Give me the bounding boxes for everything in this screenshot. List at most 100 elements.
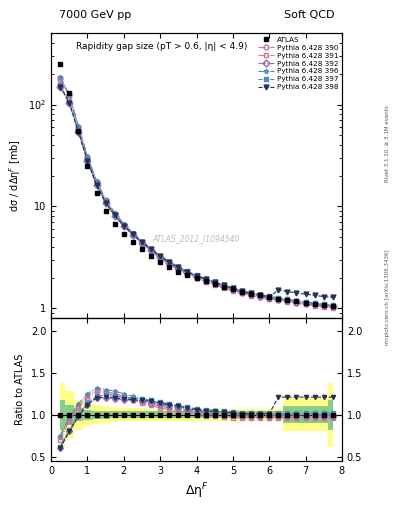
Pythia 6.428 397 [249,290,253,296]
Pythia 6.428 391 [258,294,263,301]
Pythia 6.428 391 [112,211,117,218]
Pythia 6.428 396 [67,91,72,97]
Pythia 6.428 391 [276,297,281,304]
Y-axis label: Ratio to ATLAS: Ratio to ATLAS [15,354,25,425]
Pythia 6.428 390 [249,292,253,298]
Pythia 6.428 397 [103,199,108,205]
Text: 7000 GeV pp: 7000 GeV pp [59,10,131,20]
Pythia 6.428 396 [103,197,108,203]
Pythia 6.428 392 [231,286,235,292]
Pythia 6.428 390 [285,298,290,305]
Pythia 6.428 397 [276,294,281,301]
Pythia 6.428 392 [67,100,72,106]
Pythia 6.428 396 [76,122,81,129]
Pythia 6.428 390 [303,301,308,307]
ATLAS [231,286,235,292]
Line: Pythia 6.428 391: Pythia 6.428 391 [58,77,335,310]
Pythia 6.428 392 [276,296,281,302]
ATLAS [103,208,108,214]
Pythia 6.428 390 [331,304,335,310]
Pythia 6.428 396 [185,269,190,275]
Pythia 6.428 392 [212,280,217,286]
Pythia 6.428 390 [276,297,281,303]
X-axis label: Δη$^F$: Δη$^F$ [185,481,208,501]
ATLAS [130,239,135,245]
Pythia 6.428 396 [221,283,226,289]
ATLAS [285,297,290,303]
Pythia 6.428 392 [149,247,153,253]
Pythia 6.428 398 [103,200,108,206]
Pythia 6.428 398 [167,259,172,265]
Pythia 6.428 390 [294,300,299,306]
Pythia 6.428 392 [303,300,308,306]
Pythia 6.428 398 [285,288,290,294]
ATLAS [203,278,208,284]
Pythia 6.428 390 [231,287,235,293]
Pythia 6.428 396 [94,178,99,184]
Pythia 6.428 391 [167,261,172,267]
Pythia 6.428 396 [249,291,253,297]
ATLAS [221,284,226,290]
ATLAS [94,190,99,196]
ATLAS [267,294,272,300]
Pythia 6.428 392 [94,182,99,188]
ATLAS [331,303,335,309]
Pythia 6.428 396 [85,153,90,159]
Text: Rivet 3.1.10, ≥ 3.1M events: Rivet 3.1.10, ≥ 3.1M events [385,105,390,182]
Pythia 6.428 391 [249,292,253,298]
Pythia 6.428 396 [321,302,326,308]
Pythia 6.428 397 [67,99,72,105]
Pythia 6.428 398 [158,253,163,259]
Pythia 6.428 390 [85,154,90,160]
Pythia 6.428 397 [240,288,244,294]
ATLAS [312,301,317,307]
ATLAS [258,292,263,298]
Pythia 6.428 391 [149,248,153,254]
Pythia 6.428 391 [185,271,190,278]
Pythia 6.428 392 [331,303,335,309]
Line: Pythia 6.428 396: Pythia 6.428 396 [58,74,335,308]
Pythia 6.428 391 [321,304,326,310]
Pythia 6.428 390 [103,197,108,203]
Pythia 6.428 391 [85,155,90,161]
Pythia 6.428 392 [85,158,90,164]
Legend: ATLAS, Pythia 6.428 390, Pythia 6.428 391, Pythia 6.428 392, Pythia 6.428 396, P: ATLAS, Pythia 6.428 390, Pythia 6.428 39… [257,35,340,92]
Pythia 6.428 396 [176,265,181,271]
Pythia 6.428 398 [140,239,144,245]
Pythia 6.428 396 [240,289,244,295]
Pythia 6.428 398 [303,291,308,297]
Pythia 6.428 392 [267,294,272,301]
Pythia 6.428 391 [130,232,135,238]
Pythia 6.428 392 [112,213,117,219]
Pythia 6.428 398 [267,293,272,300]
ATLAS [85,163,90,169]
Pythia 6.428 390 [240,289,244,295]
Pythia 6.428 392 [203,277,208,283]
Line: Pythia 6.428 392: Pythia 6.428 392 [58,84,335,309]
ATLAS [112,221,117,227]
Pythia 6.428 396 [212,280,217,286]
Pythia 6.428 397 [85,157,90,163]
Pythia 6.428 397 [176,264,181,270]
Pythia 6.428 391 [212,282,217,288]
Pythia 6.428 398 [221,283,226,289]
Pythia 6.428 390 [158,255,163,261]
ATLAS [140,246,144,252]
Pythia 6.428 390 [112,210,117,217]
Pythia 6.428 397 [312,300,317,306]
Pythia 6.428 398 [312,292,317,298]
Text: mcplots.cern.ch [arXiv:1306.3436]: mcplots.cern.ch [arXiv:1306.3436] [385,249,390,345]
Pythia 6.428 397 [149,246,153,252]
Pythia 6.428 392 [240,289,244,295]
Pythia 6.428 390 [130,231,135,237]
Pythia 6.428 397 [185,268,190,274]
Pythia 6.428 396 [58,74,62,80]
Pythia 6.428 396 [112,209,117,216]
Pythia 6.428 398 [240,288,244,294]
Pythia 6.428 390 [312,302,317,308]
Pythia 6.428 396 [258,292,263,298]
Pythia 6.428 396 [194,273,199,280]
Pythia 6.428 396 [140,239,144,245]
Pythia 6.428 392 [76,129,81,135]
Pythia 6.428 391 [221,285,226,291]
